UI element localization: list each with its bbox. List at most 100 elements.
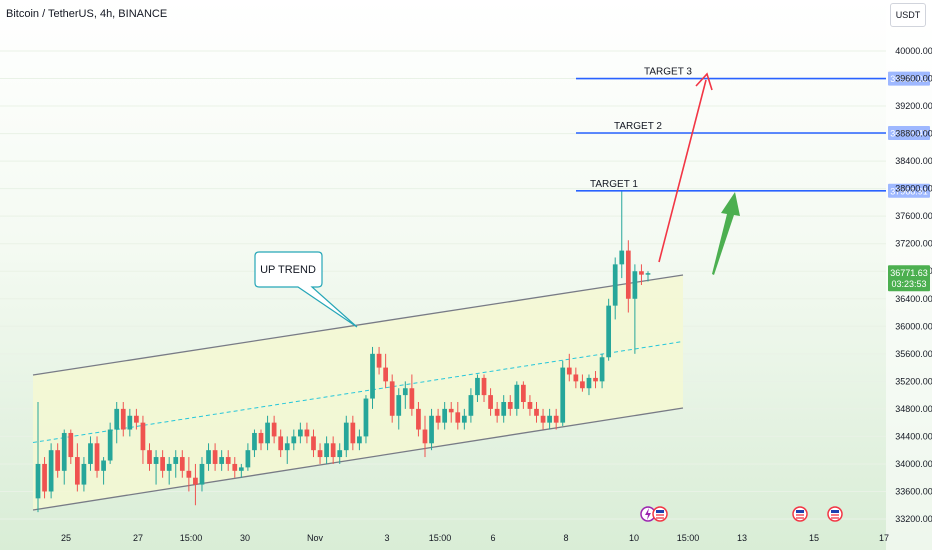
price-tick-label: 33600.00 <box>895 486 932 496</box>
price-tick-label: 40000.00 <box>895 46 932 56</box>
candle-body <box>134 415 139 423</box>
price-tick-label: 38400.00 <box>895 156 932 166</box>
us-flag-event-icon[interactable] <box>652 506 668 522</box>
candle-body <box>291 436 297 444</box>
candle-body <box>534 408 539 416</box>
price-tick-label: 38000.00 <box>895 184 932 194</box>
price-tick-label: 34000.00 <box>895 459 932 469</box>
candle-body <box>219 457 225 464</box>
candle-body <box>232 463 238 471</box>
candle-body <box>324 443 329 458</box>
time-tick-label: 6 <box>490 533 495 543</box>
price-tick-label: 35200.00 <box>895 376 932 386</box>
us-flag-event-icon[interactable] <box>827 506 843 522</box>
candle-body <box>114 408 120 430</box>
flag-canton <box>796 510 804 513</box>
candle-body <box>94 443 100 471</box>
candle-body <box>245 450 251 468</box>
candle-body <box>599 357 605 382</box>
us-flag-event-icon[interactable] <box>792 506 808 522</box>
candle-body <box>317 450 323 458</box>
candle-body <box>48 450 54 492</box>
lightning-glyph <box>645 508 651 520</box>
candle-body <box>645 273 651 275</box>
price-tick-label: 38800.00 <box>895 129 932 139</box>
candle-body <box>370 353 375 399</box>
candle-body <box>101 460 106 471</box>
price-tick-label: 33200.00 <box>895 514 932 524</box>
candle-body <box>271 422 277 437</box>
candle-body <box>35 463 41 499</box>
candle-body <box>357 436 362 444</box>
candle-body <box>639 271 644 275</box>
candle-body <box>199 463 205 485</box>
candle-body <box>179 457 185 471</box>
candle-body <box>553 415 559 423</box>
candle-body <box>573 374 579 382</box>
flag-canton <box>831 510 839 513</box>
candle-body <box>501 402 507 416</box>
candle-body <box>153 457 159 464</box>
countdown-label: 03:23:53 <box>891 279 926 289</box>
time-tick-label: 8 <box>563 533 568 543</box>
up-trend-callout: UP TREND <box>254 251 358 328</box>
price-tick-label: 34400.00 <box>895 431 932 441</box>
time-tick-label: 15:00 <box>677 533 700 543</box>
target-label: TARGET 3 <box>644 67 692 78</box>
candle-body <box>586 377 592 389</box>
candle-body <box>560 367 566 423</box>
candle-body <box>337 450 343 458</box>
candle-body <box>376 353 382 368</box>
candle-body <box>140 422 146 451</box>
candle-body <box>416 408 421 430</box>
candle-body <box>396 395 402 416</box>
candle-body <box>435 415 441 423</box>
candle-body <box>461 415 467 423</box>
candle-body <box>343 422 349 451</box>
candle-body <box>304 429 310 437</box>
candle-body <box>521 384 526 402</box>
candle-body <box>55 450 61 471</box>
candle-body <box>258 432 264 444</box>
target-label: TARGET 2 <box>614 121 662 132</box>
candle-body <box>193 477 198 485</box>
symbol-title: Bitcoin / TetherUS, 4h, BINANCE <box>6 8 168 20</box>
candle-body <box>311 436 316 451</box>
time-tick-label: 30 <box>240 533 250 543</box>
candle-body <box>206 450 211 464</box>
candle-body <box>612 264 618 306</box>
time-tick-label: 25 <box>61 533 71 543</box>
candle-body <box>514 384 520 409</box>
candle-body <box>475 377 480 396</box>
candle-body <box>225 457 231 464</box>
candle-body <box>278 436 284 451</box>
candle-body <box>566 367 572 375</box>
price-tick-label: 35600.00 <box>895 349 932 359</box>
candle-body <box>625 250 631 299</box>
candle-body <box>212 450 218 464</box>
candle-body <box>330 443 336 458</box>
currency-button[interactable]: USDT <box>890 3 926 27</box>
price-tick-label: 37200.00 <box>895 239 932 249</box>
target-label: TARGET 1 <box>590 179 638 190</box>
time-tick-label: 10 <box>629 533 639 543</box>
green-arrow <box>712 192 740 275</box>
candle-body <box>363 398 369 437</box>
candle-body <box>383 367 388 382</box>
candle-body <box>619 250 625 265</box>
candle-body <box>422 429 428 444</box>
candle-body <box>455 412 461 423</box>
candle-body <box>74 457 80 485</box>
flag-canton <box>656 510 664 513</box>
candle-body <box>350 422 356 444</box>
candle-body <box>488 395 493 409</box>
candle-body <box>120 408 126 430</box>
candle-body <box>81 463 87 485</box>
candle-body <box>284 443 290 451</box>
candle-body <box>107 429 113 461</box>
channel-lower-line <box>32 407 684 511</box>
candle-body <box>429 415 434 444</box>
time-tick-label: 13 <box>737 533 747 543</box>
time-tick-label: 15:00 <box>429 533 452 543</box>
